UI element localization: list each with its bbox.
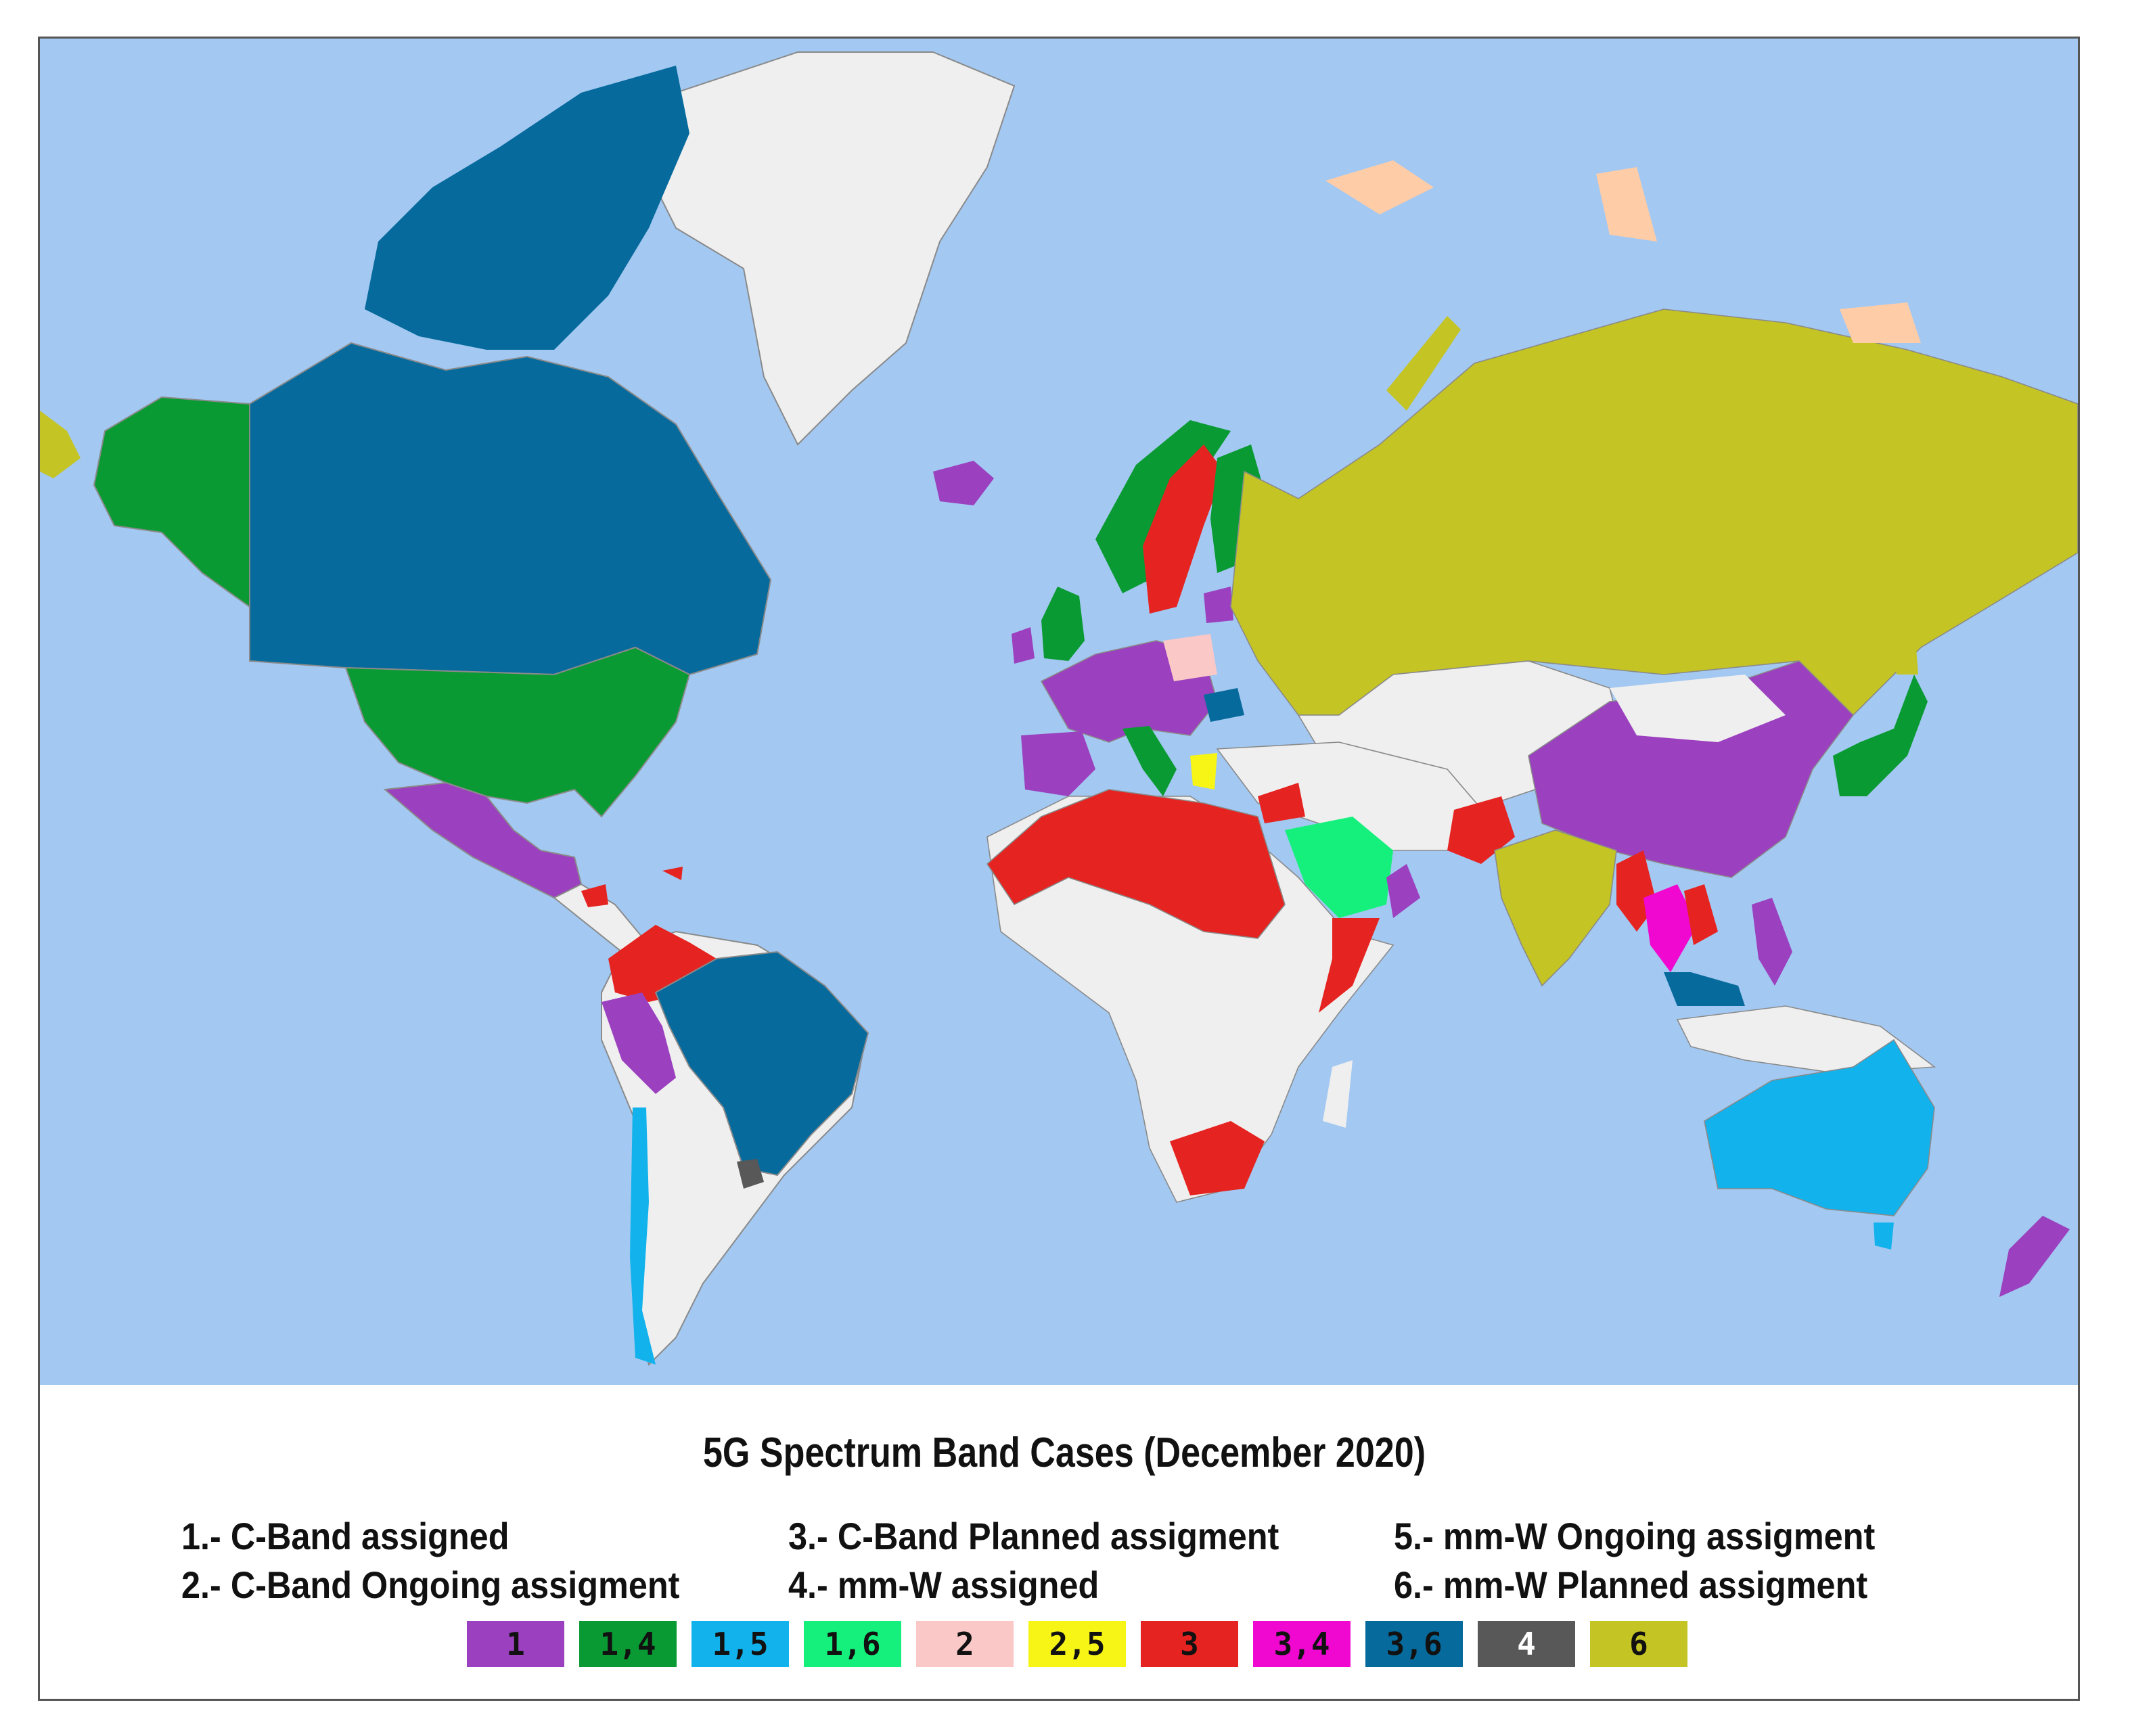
novaya-zemlya (1386, 316, 1461, 411)
india (1494, 829, 1617, 987)
svalbard (1325, 160, 1434, 214)
chile (630, 1107, 656, 1365)
greenland (648, 51, 1016, 446)
iceland (933, 461, 994, 505)
malaysia (1664, 972, 1745, 1006)
legend-title: 5G Spectrum Band Cases (December 2020) (702, 1430, 1426, 1476)
korea-japan (1833, 675, 1928, 796)
definition-2: 2.- C-Band Ongoing assigment (181, 1563, 680, 1606)
pakistan (1447, 796, 1515, 864)
baltics (1204, 587, 1233, 623)
spain-portugal (1021, 731, 1095, 796)
greece (1190, 753, 1217, 790)
sweden (1143, 444, 1224, 614)
legend-swatch-3-6: 3,6 (1365, 1621, 1463, 1667)
australia (1704, 1038, 1935, 1216)
definition-1: 1.- C-Band assigned (181, 1515, 509, 1557)
mexico (383, 781, 583, 899)
thailand-cambodia (1643, 884, 1698, 972)
romania (1204, 688, 1244, 722)
legend-swatch-3-4: 3,4 (1253, 1621, 1351, 1667)
uk (1041, 587, 1085, 661)
legend-swatch-1-5: 1,5 (691, 1621, 789, 1667)
somalia (1319, 918, 1380, 1013)
uruguay (737, 1159, 764, 1189)
mongolia (1610, 675, 1786, 742)
legend-swatch-2-5: 2,5 (1028, 1621, 1126, 1667)
definition-4: 4.- mm-W assigned (788, 1563, 1099, 1606)
usa (344, 646, 691, 818)
tasmania (1874, 1223, 1894, 1250)
siberian-isles (1596, 167, 1921, 343)
ireland (1012, 627, 1035, 664)
brazil (654, 951, 869, 1177)
new-zealand (1999, 1216, 2070, 1297)
legend-swatch-1-4: 1,4 (579, 1621, 677, 1667)
north-africa (986, 789, 1286, 939)
legend-swatch-4: 4 (1478, 1621, 1575, 1667)
peru (602, 992, 676, 1094)
definition-6: 6.- mm-W Planned assigment (1394, 1563, 1868, 1606)
legend-swatch-6: 6 (1590, 1621, 1687, 1667)
canada-islands (365, 66, 689, 350)
definition-3: 3.- C-Band Planned assigment (788, 1515, 1279, 1557)
world-map (40, 39, 2078, 1385)
oman (1386, 864, 1420, 918)
chukotka-edge (40, 411, 81, 478)
poland (1163, 634, 1217, 681)
vietnam (1684, 884, 1718, 945)
philippines (1752, 898, 1792, 986)
saudi-arabia (1285, 817, 1393, 918)
sakhalin (1894, 620, 1918, 675)
legend-swatch-1: 1 (467, 1621, 564, 1667)
alaska (93, 396, 250, 608)
south-africa (1170, 1121, 1265, 1195)
legend-swatch-2: 2 (916, 1621, 1014, 1667)
caribbean-red (581, 867, 683, 907)
legend-swatch-1-6: 1,6 (804, 1621, 901, 1667)
kamchatka (1948, 485, 2002, 607)
levant (1258, 783, 1305, 823)
madagascar (1323, 1060, 1353, 1128)
legend-swatch-3: 3 (1141, 1621, 1238, 1667)
italy (1122, 726, 1177, 796)
definition-5: 5.- mm-W Ongoing assigment (1394, 1515, 1876, 1557)
